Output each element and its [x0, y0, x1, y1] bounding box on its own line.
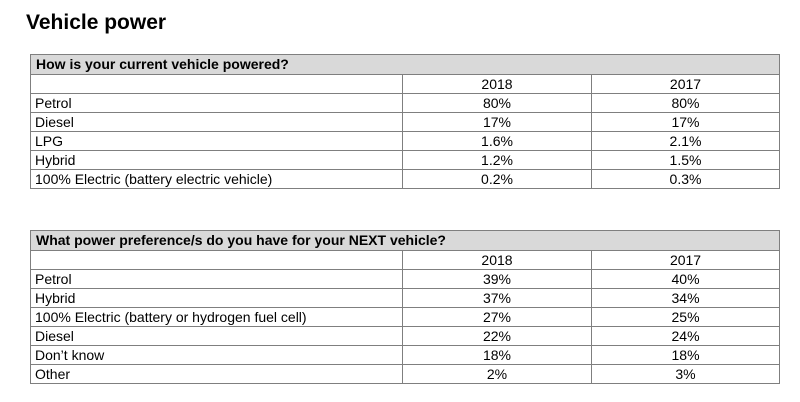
- year-header-2018: 2018: [402, 250, 592, 270]
- value-2017: 18%: [590, 345, 781, 365]
- value-2017: 25%: [590, 307, 781, 327]
- table-row: Petrol 80% 80%: [30, 93, 780, 113]
- empty-header-cell: [30, 74, 403, 94]
- table-row: Hybrid 37% 34%: [30, 288, 781, 308]
- row-label: Hybrid: [30, 150, 403, 170]
- next-vehicle-preference-table: What power preference/s do you have for …: [29, 230, 781, 384]
- row-label: LPG: [30, 131, 403, 151]
- row-label: Diesel: [30, 112, 403, 132]
- current-power-table: How is your current vehicle powered? 201…: [30, 54, 780, 189]
- value-2017: 34%: [590, 288, 781, 308]
- table-row: Don’t know 18% 18%: [30, 345, 781, 365]
- year-header-row: 2018 2017: [30, 74, 780, 94]
- value-2017: 0.3%: [591, 169, 780, 189]
- year-header-2017: 2017: [590, 250, 781, 270]
- row-label: Petrol: [30, 269, 403, 289]
- row-label: Petrol: [30, 93, 403, 113]
- question-cell: How is your current vehicle powered?: [30, 54, 780, 75]
- row-label: Diesel: [30, 326, 403, 346]
- row-label: Hybrid: [30, 288, 403, 308]
- table-row: 100% Electric (battery electric vehicle)…: [30, 169, 780, 189]
- value-2017: 2.1%: [591, 131, 780, 151]
- value-2017: 3%: [590, 364, 781, 384]
- table-row: Diesel 17% 17%: [30, 112, 780, 132]
- value-2018: 1.6%: [402, 131, 592, 151]
- table-row: 100% Electric (battery or hydrogen fuel …: [30, 307, 781, 327]
- table-row: Hybrid 1.2% 1.5%: [30, 150, 780, 170]
- value-2018: 37%: [402, 288, 592, 308]
- value-2018: 22%: [402, 326, 592, 346]
- table-row: Petrol 39% 40%: [30, 269, 781, 289]
- table-row: Diesel 22% 24%: [30, 326, 781, 346]
- empty-header-cell: [30, 250, 403, 270]
- table-row: LPG 1.6% 2.1%: [30, 131, 780, 151]
- value-2018: 1.2%: [402, 150, 592, 170]
- value-2017: 17%: [591, 112, 780, 132]
- value-2017: 40%: [590, 269, 781, 289]
- value-2017: 1.5%: [591, 150, 780, 170]
- value-2018: 80%: [402, 93, 592, 113]
- row-label: Other: [30, 364, 403, 384]
- value-2018: 0.2%: [402, 169, 592, 189]
- value-2018: 17%: [402, 112, 592, 132]
- question-row: What power preference/s do you have for …: [29, 230, 781, 251]
- row-label: Don’t know: [30, 345, 403, 365]
- row-label: 100% Electric (battery or hydrogen fuel …: [30, 307, 403, 327]
- question-row: How is your current vehicle powered?: [30, 54, 780, 75]
- year-header-2017: 2017: [591, 74, 780, 94]
- value-2018: 27%: [402, 307, 592, 327]
- value-2018: 39%: [402, 269, 592, 289]
- table-row: Other 2% 3%: [30, 364, 781, 384]
- value-2017: 24%: [590, 326, 781, 346]
- question-cell: What power preference/s do you have for …: [29, 230, 781, 251]
- year-header-2018: 2018: [402, 74, 592, 94]
- year-header-row: 2018 2017: [30, 250, 781, 270]
- value-2018: 2%: [402, 364, 592, 384]
- value-2017: 80%: [591, 93, 780, 113]
- value-2018: 18%: [402, 345, 592, 365]
- row-label: 100% Electric (battery electric vehicle): [30, 169, 403, 189]
- page-title: Vehicle power: [26, 11, 167, 34]
